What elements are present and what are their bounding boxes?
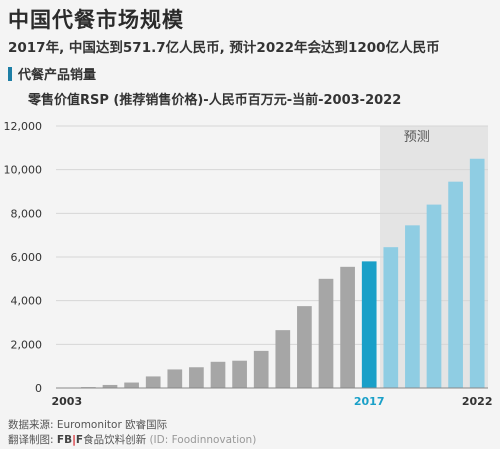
y-tick-label: 0: [35, 382, 42, 395]
x-tick-label: 2022: [462, 395, 493, 408]
bar: [189, 367, 204, 388]
source-value: Euromonitor 欧睿国际: [56, 419, 168, 431]
source-line: 数据来源: Euromonitor 欧睿国际: [8, 417, 167, 432]
x-tick-label: 2003: [51, 395, 82, 408]
y-tick-label: 10,000: [4, 164, 43, 177]
credit-brand-suffix: 食品饮料创新: [83, 434, 147, 446]
y-tick-label: 6,000: [11, 251, 43, 264]
section-heading: 代餐产品销量: [8, 64, 96, 83]
bar: [448, 181, 463, 388]
credit-line: 翻译制图: FB|F食品饮料创新 (ID: Foodinnovation): [8, 432, 256, 447]
bar: [426, 204, 442, 388]
bar-chart: 预测 0 2,000 4,000 6,000 8,000 10,000 12,000 2003 2…: [4, 120, 493, 408]
bar: [469, 158, 485, 388]
fbif-brand-slash: |: [72, 434, 76, 446]
x-tick-label: 2017: [354, 395, 385, 408]
bar: [361, 261, 377, 388]
bar: [383, 247, 399, 388]
bar: [318, 278, 334, 388]
y-tick-label: 8,000: [11, 207, 43, 220]
y-tick-label: 2,000: [11, 338, 43, 351]
y-tick-label: 12,000: [4, 120, 43, 133]
fbif-brand-a: FB: [56, 434, 73, 446]
bar: [102, 384, 118, 388]
forecast-label: 预测: [404, 130, 430, 145]
bar: [297, 306, 312, 388]
credit-label: 翻译制图:: [8, 434, 54, 446]
fbif-logo: FB|F: [57, 434, 83, 446]
section-label: 代餐产品销量: [18, 68, 97, 83]
bar: [275, 330, 291, 388]
chart-subtitle: 2017年, 中国达到571.7亿人民币, 预计2022年会达到1200亿人民币: [8, 40, 440, 56]
chart-title: 中国代餐市场规模: [8, 8, 184, 32]
bar: [253, 350, 269, 388]
source-label: 数据来源:: [8, 419, 54, 431]
bar: [124, 382, 139, 388]
y-tick-label: 4,000: [11, 295, 43, 308]
bar: [405, 225, 420, 388]
credit-id: (ID: Foodinnovation): [149, 434, 257, 446]
bar: [210, 361, 226, 388]
bar: [232, 360, 247, 388]
bar: [167, 369, 183, 388]
section-marker: [8, 66, 12, 81]
bar: [340, 266, 355, 388]
metric-description: 零售价值RSP (推荐销售价格)-人民币百万元-当前-2003-2022: [28, 93, 402, 108]
bar: [145, 376, 161, 388]
fbif-brand-b: F: [75, 434, 84, 446]
